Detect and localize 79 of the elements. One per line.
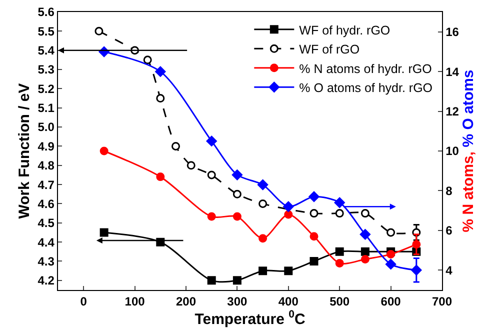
- y2-tick-label: 6: [446, 224, 453, 238]
- y2-axis-title: % N atoms, % O atoms: [460, 70, 478, 232]
- legend-label: WF of hydr. rGO: [299, 23, 390, 38]
- point: [232, 276, 242, 285]
- point: [207, 276, 216, 285]
- y-tick-label: 5.3: [38, 62, 55, 77]
- point: [310, 232, 318, 241]
- point: [411, 264, 422, 276]
- x-tick-label: 500: [330, 294, 350, 309]
- point: [258, 234, 268, 243]
- point: [308, 191, 320, 202]
- y-tick-label: 5.6: [38, 5, 55, 20]
- point: [335, 258, 344, 268]
- point: [386, 228, 396, 237]
- point: [207, 212, 216, 221]
- legend-label: % O atoms of hydr. rGO: [299, 81, 433, 96]
- y-tick-label: 4.7: [38, 178, 55, 192]
- x-tick-label: 0: [80, 294, 88, 309]
- point: [156, 238, 165, 246]
- x-tick-label: 200: [176, 294, 196, 309]
- point: [360, 254, 370, 264]
- point: [412, 240, 421, 249]
- point: [335, 247, 344, 256]
- point: [156, 172, 165, 182]
- y2-tick-label: 4: [446, 263, 453, 278]
- point: [143, 56, 152, 64]
- y-tick-label: 4.4: [38, 235, 55, 250]
- y2-tick-label: 16: [446, 25, 460, 40]
- point: [232, 190, 242, 198]
- y-tick-label: 4.6: [38, 196, 55, 211]
- x-axis-title: Temperature $^{0}$C: [194, 308, 306, 328]
- point: [360, 209, 370, 218]
- point: [310, 256, 318, 266]
- point: [100, 146, 108, 156]
- legend-label: WF of rGO: [299, 42, 360, 57]
- point: [206, 136, 217, 146]
- y-tick-label: 5.4: [38, 44, 55, 58]
- x-tick-label: 100: [124, 294, 146, 309]
- y-tick-label: 4.5: [38, 216, 55, 230]
- y-tick-label: 4.8: [38, 158, 55, 173]
- point: [232, 212, 242, 221]
- point: [258, 266, 268, 276]
- point: [334, 197, 345, 208]
- y2-tick-label: 10: [446, 144, 460, 158]
- y-tick-label: 5.5: [38, 24, 55, 38]
- point: [386, 258, 396, 270]
- point: [284, 266, 293, 276]
- point: [232, 170, 242, 180]
- y-tick-label: 5.1: [38, 101, 55, 116]
- point: [258, 179, 268, 190]
- x-tick-label: 700: [432, 294, 452, 309]
- point: [386, 250, 396, 259]
- point: [186, 161, 196, 170]
- y-tick-label: 4.3: [38, 254, 55, 268]
- point: [100, 228, 108, 237]
- y-tick-label: 4.9: [38, 139, 55, 154]
- point: [360, 229, 370, 240]
- y2-tick-label: 8: [446, 184, 453, 198]
- point: [94, 26, 104, 36]
- point: [155, 66, 166, 77]
- x-tick-label: 600: [380, 294, 402, 309]
- y2-tick-label: 14: [446, 64, 460, 79]
- point: [310, 209, 318, 218]
- legend-label: % N atoms of hydr. rGO: [299, 62, 432, 76]
- point: [156, 94, 165, 103]
- x-tick-label: 300: [227, 294, 248, 309]
- point: [258, 199, 268, 208]
- y2-tick-label: 12: [446, 104, 460, 118]
- point: [284, 210, 293, 219]
- y-tick-label: 5.0: [38, 120, 55, 134]
- point: [360, 247, 370, 256]
- y-tick-label: 5.2: [38, 82, 55, 96]
- point: [335, 209, 344, 218]
- point: [283, 201, 294, 212]
- y-axis-title: Work Function / eV: [16, 83, 34, 219]
- x-tick-label: 400: [278, 294, 299, 309]
- point: [207, 170, 216, 180]
- point: [172, 142, 180, 150]
- y-tick-label: 4.2: [38, 274, 55, 288]
